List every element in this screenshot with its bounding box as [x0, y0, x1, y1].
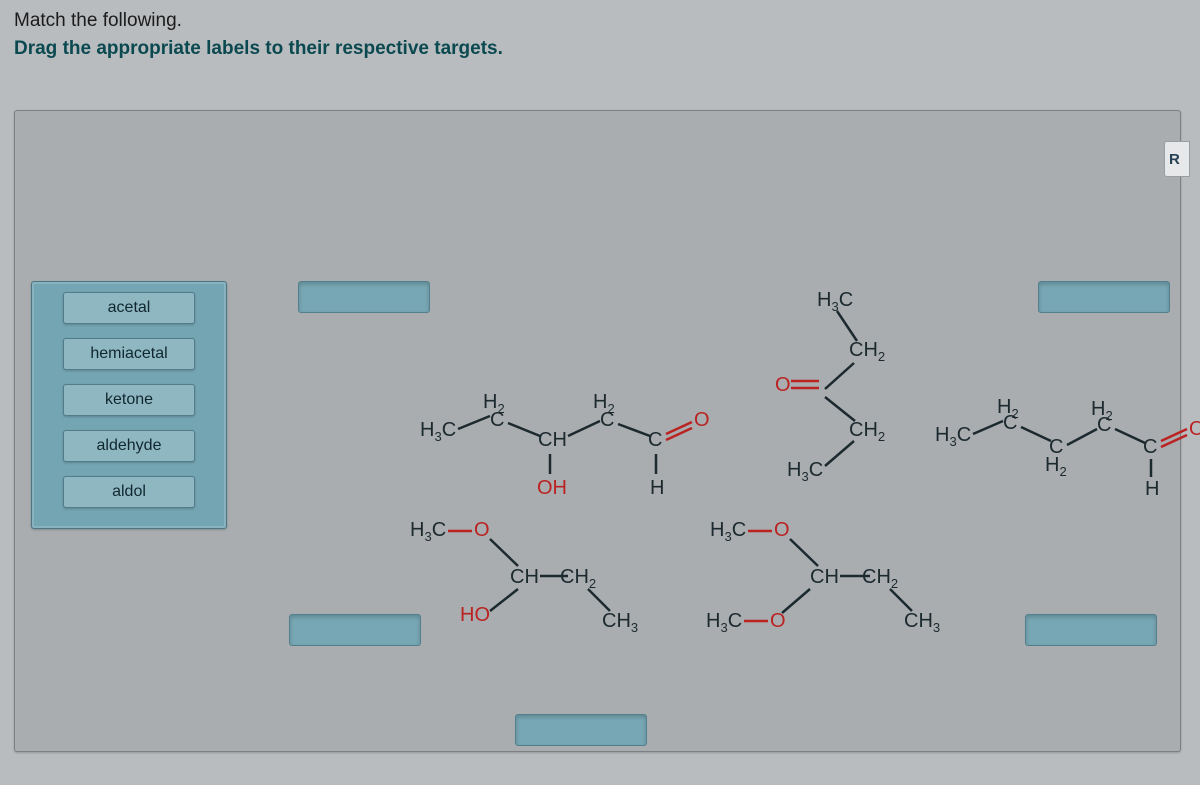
svg-text:H: H: [650, 477, 664, 499]
svg-text:H3C: H3C: [410, 519, 446, 544]
svg-text:CH2: CH2: [849, 419, 885, 444]
svg-text:H: H: [1145, 478, 1159, 500]
svg-text:CH2: CH2: [862, 566, 898, 591]
label-ketone[interactable]: ketone: [63, 384, 195, 416]
svg-text:C: C: [1097, 414, 1111, 436]
label-aldehyde[interactable]: aldehyde: [63, 430, 195, 462]
label-acetal[interactable]: acetal: [63, 292, 195, 324]
svg-text:O: O: [474, 519, 490, 541]
svg-text:H3C: H3C: [935, 424, 971, 449]
svg-text:O: O: [694, 409, 710, 431]
structures-svg: H3C H2 C CH OH H2 C C O: [255, 151, 1175, 711]
svg-text:CH: CH: [510, 566, 539, 588]
svg-text:CH3: CH3: [904, 610, 940, 635]
svg-text:C: C: [1003, 412, 1017, 434]
svg-text:O: O: [1189, 418, 1200, 440]
molecules-canvas: H3C H2 C CH OH H2 C C O: [255, 151, 1175, 716]
label-bank: acetal hemiacetal ketone aldehyde aldol: [31, 281, 227, 529]
svg-text:H3C: H3C: [817, 289, 853, 314]
svg-text:CH2: CH2: [849, 339, 885, 364]
instructions: Match the following. Drag the appropriat…: [0, 0, 1200, 66]
svg-text:CH2: CH2: [560, 566, 596, 591]
activity-panel: R acetal hemiacetal ketone aldehyde aldo…: [14, 110, 1181, 752]
instruction-line1: Match the following.: [14, 10, 1186, 32]
svg-text:H3C: H3C: [710, 519, 746, 544]
instruction-line2: Drag the appropriate labels to their res…: [14, 38, 1186, 60]
svg-text:CH3: CH3: [602, 610, 638, 635]
svg-text:HO: HO: [460, 604, 490, 626]
svg-text:CH: CH: [538, 429, 567, 451]
label-hemiacetal[interactable]: hemiacetal: [63, 338, 195, 370]
drop-target-5[interactable]: [515, 714, 647, 746]
svg-text:H3C: H3C: [420, 419, 456, 444]
svg-text:C: C: [648, 429, 662, 451]
svg-text:O: O: [775, 374, 791, 396]
svg-text:OH: OH: [537, 477, 567, 499]
svg-text:C: C: [1143, 436, 1157, 458]
svg-text:H3C: H3C: [706, 610, 742, 635]
svg-text:H3C: H3C: [787, 459, 823, 484]
svg-text:O: O: [770, 610, 786, 632]
svg-text:C: C: [490, 409, 504, 431]
svg-text:C: C: [600, 409, 614, 431]
page-root: Match the following. Drag the appropriat…: [0, 0, 1200, 785]
svg-text:O: O: [774, 519, 790, 541]
label-aldol[interactable]: aldol: [63, 476, 195, 508]
svg-text:CH: CH: [810, 566, 839, 588]
